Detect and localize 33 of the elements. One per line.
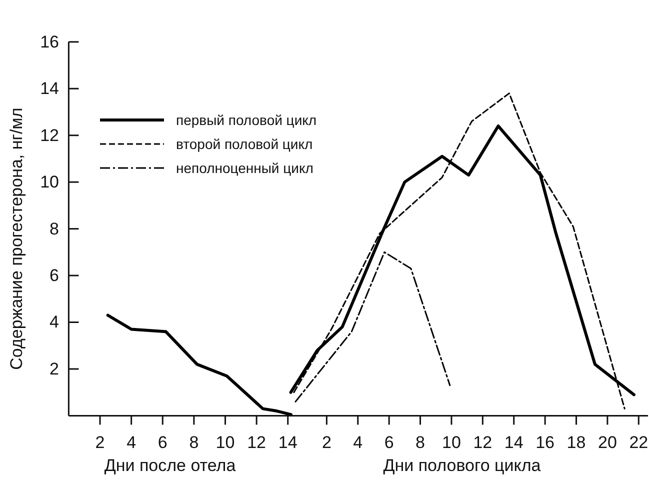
x-tick-label: 8 (189, 433, 199, 452)
y-tick-label: 12 (40, 126, 59, 145)
x-tick-label: 22 (629, 433, 648, 452)
x-tick-label: 4 (353, 433, 363, 452)
x-tick-label: 10 (216, 433, 235, 452)
y-tick-label: 2 (50, 359, 59, 378)
legend-label: второй половой цикл (176, 136, 313, 152)
x-tick-label: 2 (95, 433, 105, 452)
x-tick-label: 6 (158, 433, 168, 452)
x-tick-label: 10 (442, 433, 461, 452)
line-series (106, 314, 292, 416)
x-axis-title: Дни после отела (104, 456, 236, 475)
x-axis-title: Дни полового цикла (383, 456, 542, 475)
x-tick-label: 12 (473, 433, 492, 452)
x-tick-label: 16 (536, 433, 555, 452)
x-tick-label: 8 (416, 433, 425, 452)
legend-label: неполноценный цикл (176, 160, 314, 176)
x-tick-label: 14 (504, 433, 524, 452)
y-tick-label: 6 (50, 266, 59, 285)
x-tick-label: 4 (126, 433, 136, 452)
x-tick-label: 20 (598, 433, 617, 452)
x-tick-label: 12 (247, 433, 266, 452)
y-tick-label: 8 (50, 219, 59, 238)
y-tick-label: 10 (40, 172, 59, 192)
y-tick-label: 16 (40, 32, 59, 52)
x-tick-label: 2 (322, 433, 332, 452)
x-tick-label: 14 (278, 433, 298, 452)
y-axis-title: Содержание прогестерона, нг/мл (7, 108, 26, 370)
x-tick-label: 6 (384, 433, 394, 452)
x-tick-label: 18 (566, 433, 586, 452)
legend-label: первый половой цикл (176, 112, 317, 128)
y-tick-label: 4 (50, 312, 59, 332)
y-tick-label: 14 (40, 79, 59, 98)
